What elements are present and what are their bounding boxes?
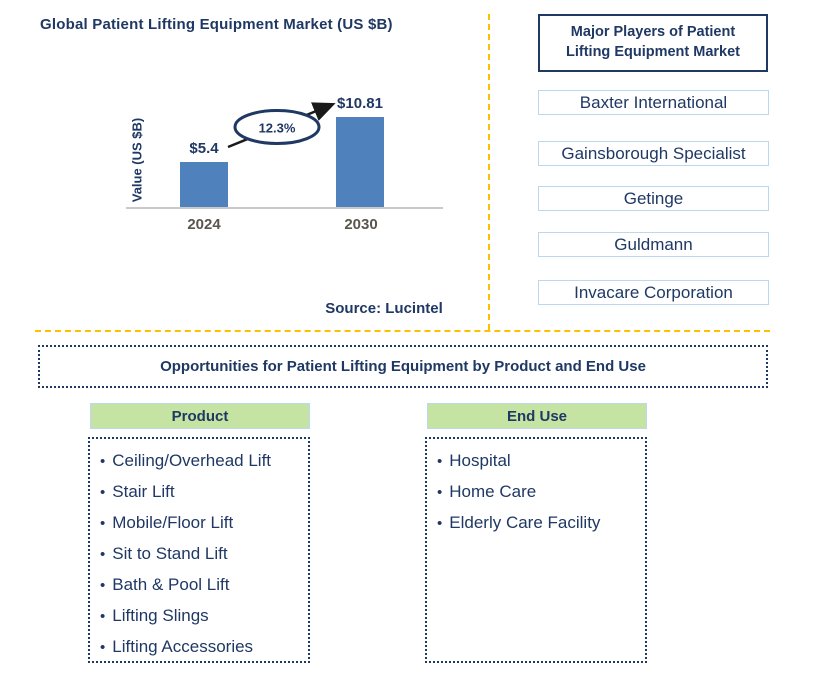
company-box-gainsborough: Gainsborough Specialist	[538, 141, 769, 166]
end-use-column-header: End Use	[427, 403, 647, 429]
bullet-icon: •	[100, 453, 106, 470]
list-item: • Ceiling/Overhead Lift	[100, 446, 298, 477]
product-item-label: Sit to Stand Lift	[112, 544, 228, 563]
bullet-icon: •	[100, 577, 106, 594]
list-item: • Lifting Slings	[100, 601, 298, 632]
end-use-item-label: Elderly Care Facility	[449, 513, 601, 532]
product-item-label: Mobile/Floor Lift	[112, 513, 234, 532]
y-axis-label: Value (US $B)	[129, 117, 145, 203]
product-list-box: • Ceiling/Overhead Lift • Stair Lift • Mobi…	[88, 437, 310, 663]
vertical-divider	[488, 14, 490, 330]
list-item: • Elderly Care Facility	[437, 508, 635, 539]
source-label: Source: Lucintel	[325, 300, 443, 317]
bullet-icon: •	[100, 608, 106, 625]
bullet-icon: •	[437, 515, 443, 532]
product-column-header: Product	[90, 403, 310, 429]
bar-value-label-2030: $10.81	[337, 95, 383, 112]
end-use-item-label: Home Care	[449, 482, 537, 501]
product-item-label: Lifting Accessories	[112, 637, 254, 656]
x-axis-line	[126, 207, 443, 209]
company-box-baxter: Baxter International	[538, 90, 769, 115]
bullet-icon: •	[100, 515, 106, 532]
opportunities-banner: Opportunities for Patient Lifting Equipm…	[38, 345, 768, 388]
company-box-getinge: Getinge	[538, 186, 769, 211]
list-item: • Stair Lift	[100, 477, 298, 508]
product-list: • Ceiling/Overhead Lift • Stair Lift • Mobi…	[100, 446, 298, 663]
list-item: • Home Care	[437, 477, 635, 508]
horizontal-divider	[35, 330, 770, 332]
end-use-list: • Hospital • Home Care • Elderly Care Facil…	[437, 446, 635, 539]
product-item-label: Ceiling/Overhead Lift	[112, 451, 272, 470]
bullet-icon: •	[100, 639, 106, 656]
end-use-item-label: Hospital	[449, 451, 511, 470]
growth-rate-label: 12.3%	[258, 120, 296, 136]
bullet-icon: •	[437, 484, 443, 501]
bar-2024	[180, 162, 228, 207]
company-box-guldmann: Guldmann	[538, 232, 769, 257]
list-item: • Lifting Accessories	[100, 632, 298, 663]
product-item-label: Bath & Pool Lift	[112, 575, 230, 594]
bar-value-label-2024: $5.4	[189, 140, 219, 157]
end-use-list-box: • Hospital • Home Care • Elderly Care Facil…	[425, 437, 647, 663]
bar-2030	[336, 117, 384, 207]
bullet-icon: •	[100, 546, 106, 563]
chart-title: Global Patient Lifting Equipment Market …	[40, 16, 393, 33]
x-tick-2030: 2030	[344, 216, 378, 233]
list-item: • Bath & Pool Lift	[100, 570, 298, 601]
bullet-icon: •	[100, 484, 106, 501]
product-item-label: Lifting Slings	[112, 606, 209, 625]
major-players-title: Major Players of Patient Lifting Equipme…	[538, 14, 768, 72]
growth-annotation	[227, 102, 336, 149]
list-item: • Mobile/Floor Lift	[100, 508, 298, 539]
list-item: • Hospital	[437, 446, 635, 477]
company-box-invacare: Invacare Corporation	[538, 280, 769, 305]
x-tick-2024: 2024	[187, 216, 221, 233]
bullet-icon: •	[437, 453, 443, 470]
list-item: • Sit to Stand Lift	[100, 539, 298, 570]
product-item-label: Stair Lift	[112, 482, 175, 501]
